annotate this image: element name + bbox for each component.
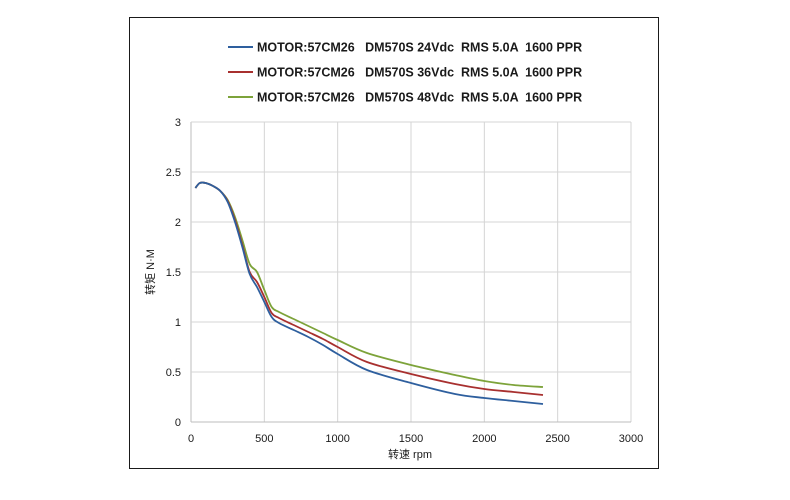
- y-tick-label: 1: [175, 317, 181, 329]
- y-tick-label: 3: [175, 117, 181, 129]
- y-tick-label: 2: [175, 217, 181, 229]
- y-tick-label: 0: [175, 417, 181, 429]
- series-line: [194, 181, 544, 396]
- x-tick-label: 0: [188, 433, 194, 445]
- legend-label: MOTOR:57CM26 DM570S 48Vdc RMS 5.0A 1600 …: [257, 91, 582, 105]
- chart-frame: [129, 17, 659, 469]
- series-line: [194, 181, 544, 388]
- series-layer: [194, 181, 544, 405]
- y-tick-label: 2.5: [166, 167, 181, 179]
- y-tick-label: 1.5: [166, 267, 181, 279]
- x-tick-label: 2000: [472, 433, 496, 445]
- tick-layer: 0 500 1000 1500 2000 2500 3000 0 0.5 1 1.5 2 2.5 3: [166, 117, 644, 445]
- x-tick-label: 1500: [399, 433, 423, 445]
- legend: MOTOR:57CM26 DM570S 24Vdc RMS 5.0A 1600 …: [228, 41, 582, 105]
- y-tick-label: 0.5: [166, 367, 181, 379]
- x-axis-title: 转速 rpm: [388, 447, 432, 461]
- legend-label: MOTOR:57CM26 DM570S 24Vdc RMS 5.0A 1600 …: [257, 41, 582, 55]
- x-tick-label: 500: [255, 433, 273, 445]
- legend-label: MOTOR:57CM26 DM570S 36Vdc RMS 5.0A 1600 …: [257, 66, 582, 80]
- series-line: [194, 181, 544, 405]
- y-axis-title: 转矩 N·M: [143, 249, 157, 295]
- x-tick-label: 2500: [545, 433, 569, 445]
- grid-layer: [190, 121, 632, 423]
- x-tick-label: 1000: [325, 433, 349, 445]
- x-tick-label: 3000: [619, 433, 643, 445]
